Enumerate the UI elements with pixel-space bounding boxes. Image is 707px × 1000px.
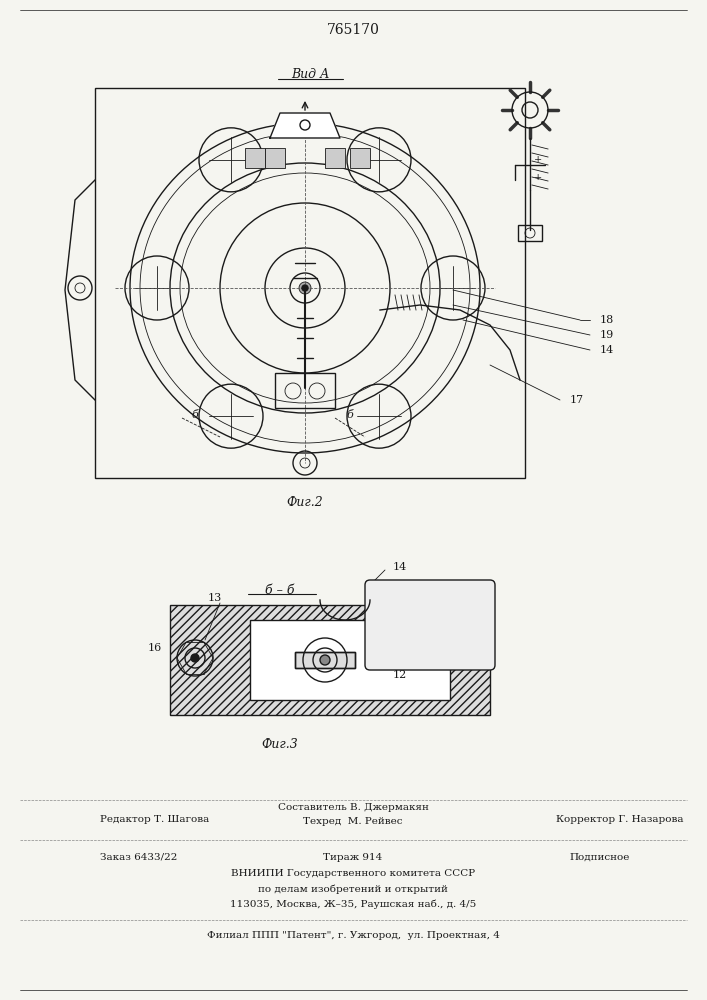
Text: Техред  М. Рейвес: Техред М. Рейвес <box>303 818 403 826</box>
Text: 14: 14 <box>600 345 614 355</box>
Bar <box>350 148 370 168</box>
Circle shape <box>191 654 199 662</box>
Text: Филиал ППП "Патент", г. Ужгород,  ул. Проектная, 4: Филиал ППП "Патент", г. Ужгород, ул. Про… <box>206 930 499 940</box>
Text: по делам изобретений и открытий: по делам изобретений и открытий <box>258 884 448 894</box>
Circle shape <box>299 282 311 294</box>
Bar <box>95 88 525 478</box>
Text: ВНИИПИ Государственного комитета СССР: ВНИИПИ Государственного комитета СССР <box>231 869 475 879</box>
Bar <box>250 620 450 700</box>
Text: +: + <box>534 155 542 164</box>
Text: 19: 19 <box>600 330 614 340</box>
Text: 113035, Москва, Ж–35, Раушская наб., д. 4/5: 113035, Москва, Ж–35, Раушская наб., д. … <box>230 899 476 909</box>
Text: 12: 12 <box>393 670 407 680</box>
Text: Корректор Г. Назарова: Корректор Г. Назарова <box>556 816 684 824</box>
Text: Тираж 914: Тираж 914 <box>323 852 382 861</box>
Text: Заказ 6433/22: Заказ 6433/22 <box>100 852 177 861</box>
Text: 765170: 765170 <box>327 23 380 37</box>
Bar <box>295 652 355 668</box>
Bar <box>265 148 285 168</box>
Text: 16: 16 <box>148 643 162 653</box>
Bar <box>518 225 542 241</box>
Text: б: б <box>192 410 199 420</box>
Text: б: б <box>346 410 354 420</box>
Text: 18: 18 <box>600 315 614 325</box>
Text: Фиг.2: Фиг.2 <box>286 496 323 510</box>
Text: Редактор Т. Шагова: Редактор Т. Шагова <box>100 816 209 824</box>
Bar <box>295 652 355 668</box>
Text: 13: 13 <box>208 593 222 603</box>
Circle shape <box>320 655 330 665</box>
FancyBboxPatch shape <box>365 580 495 670</box>
Text: 14: 14 <box>393 562 407 572</box>
Text: Фиг.3: Фиг.3 <box>262 738 298 752</box>
Bar <box>170 605 490 715</box>
Text: б – б: б – б <box>265 584 295 596</box>
Text: Вид А: Вид А <box>291 68 329 82</box>
Text: Составитель В. Джермакян: Составитель В. Джермакян <box>278 804 428 812</box>
Bar <box>325 148 345 168</box>
Circle shape <box>302 285 308 291</box>
Text: 17: 17 <box>570 395 584 405</box>
Bar <box>275 373 335 408</box>
Bar <box>245 148 265 168</box>
Text: Подписное: Подписное <box>570 852 630 861</box>
Text: +: + <box>534 174 542 182</box>
Polygon shape <box>270 113 340 138</box>
